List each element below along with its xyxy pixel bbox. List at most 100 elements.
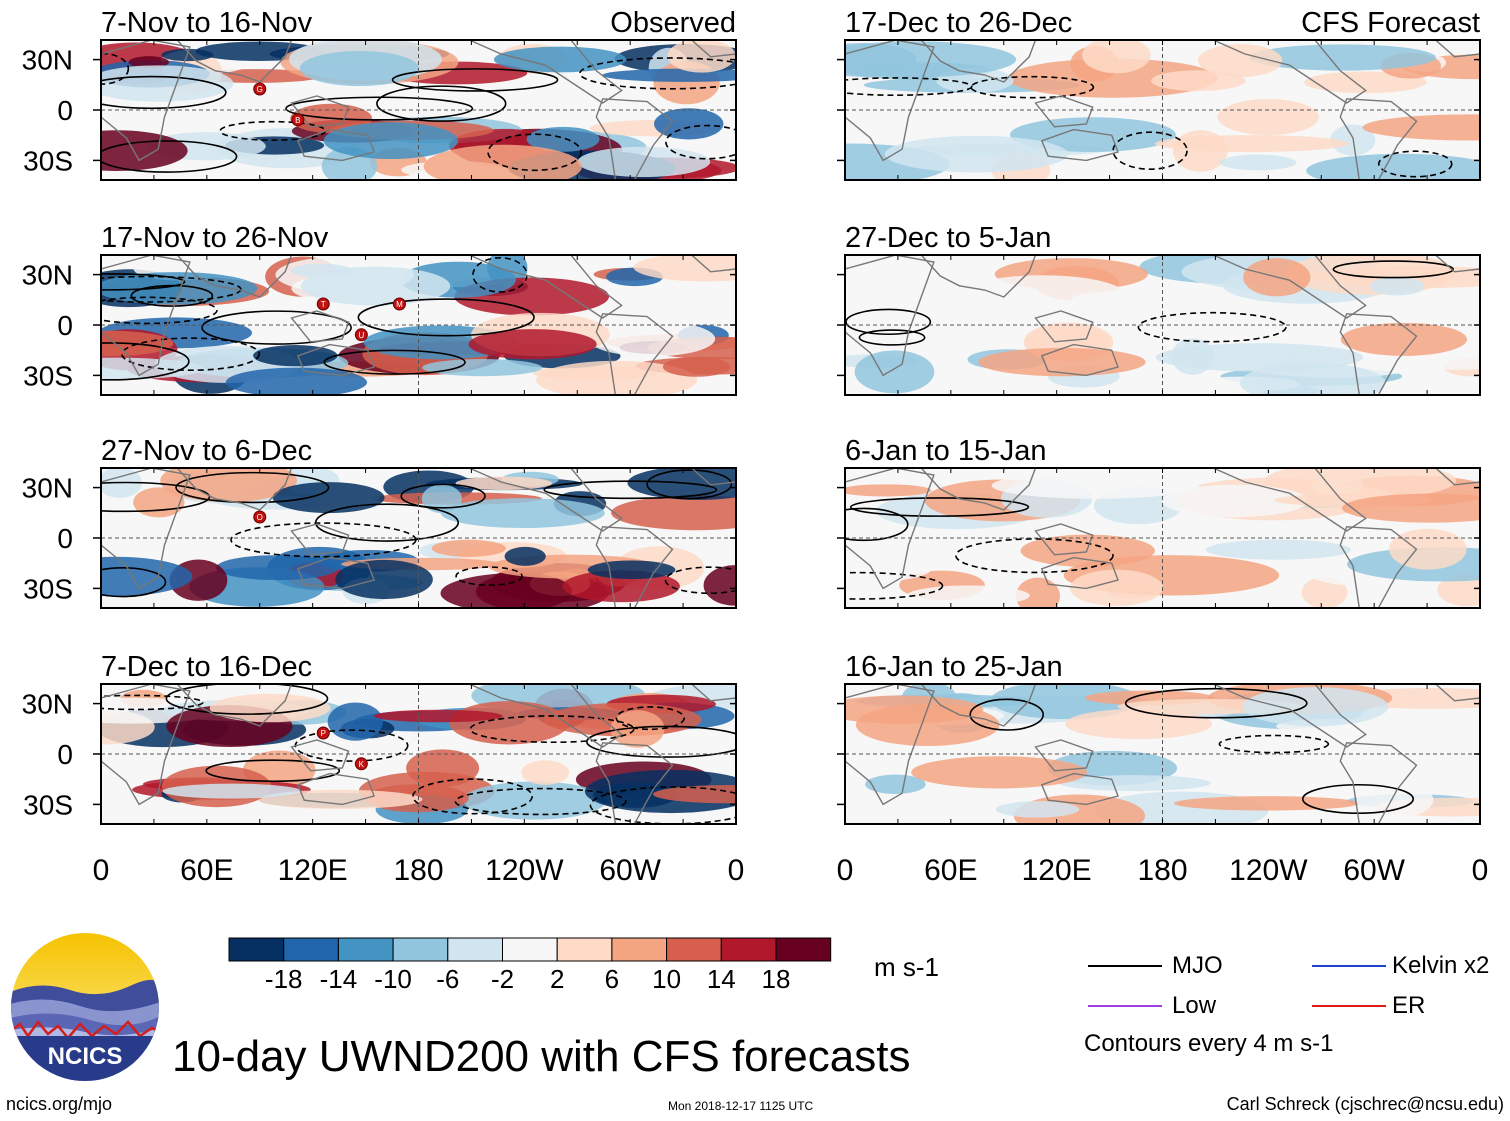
colorbar-swatch (775, 937, 832, 962)
anomaly-patch (1388, 528, 1467, 570)
colorbar-tick-label: 18 (762, 964, 791, 994)
coastline (595, 313, 674, 395)
anomaly-patch (652, 785, 736, 804)
contour-note: Contours every 4 m s-1 (1084, 1030, 1334, 1057)
y-tick-label: 30S (23, 789, 73, 820)
anomaly-patch (662, 356, 731, 377)
anomaly-patch (1342, 755, 1480, 771)
anomaly-patch (1205, 539, 1351, 560)
coastline (920, 40, 1037, 83)
anomaly-patch (884, 135, 1069, 173)
anomaly-patch (654, 108, 724, 140)
coastline (176, 468, 293, 511)
panel-7: 6-Jan to 15-Jan (837, 435, 1481, 609)
panel-period-title: 7-Dec to 16-Dec (101, 651, 312, 683)
y-tick-label: 30S (23, 360, 73, 391)
source-url[interactable]: ncics.org/mjo (6, 1094, 113, 1114)
mjo-contour (175, 471, 330, 504)
mjo-contour (955, 538, 1114, 574)
anomaly-patch (1161, 484, 1308, 518)
coastline (469, 468, 623, 532)
mjo-contour (101, 275, 242, 303)
mjo-contour (101, 75, 227, 110)
coastline (296, 556, 376, 590)
coastline (296, 343, 376, 377)
anomaly-patch (373, 709, 503, 723)
colorbar-swatch (392, 937, 449, 962)
mjo-contour (165, 684, 329, 715)
coastline (176, 684, 293, 727)
coastline (469, 255, 623, 319)
anomaly-patch (504, 546, 546, 566)
anomaly-patch (1369, 276, 1425, 296)
coastline (101, 255, 191, 377)
anomaly-patch (633, 255, 736, 282)
anomaly-patch (1082, 40, 1151, 74)
mjo-contour (1112, 131, 1188, 170)
storm-marker: M (392, 297, 406, 311)
coastline (101, 40, 191, 162)
mjo-contour (858, 329, 926, 346)
mjo-contour (845, 308, 932, 336)
panel-3: 27-Nov to 6-Dec 30N 0 30S O (22, 435, 737, 609)
anomaly-patch (1264, 468, 1457, 500)
anomaly-patch (611, 495, 736, 531)
coastline (845, 40, 935, 162)
coastline (690, 684, 736, 702)
anomaly-patch (133, 487, 185, 518)
mjo-contour (1137, 311, 1287, 343)
anomaly-patch (991, 472, 1200, 499)
mjo-contour (412, 778, 533, 815)
coastline (101, 468, 191, 590)
panel-2: 17-Nov to 26-Nov 30N 0 30S T U M (22, 222, 737, 396)
coastline (290, 95, 350, 128)
mjo-contour (101, 481, 211, 513)
mjo-contour (845, 507, 909, 542)
mjo-contour (101, 694, 204, 711)
legend-label-low: Low (1172, 992, 1217, 1019)
y-tick-label: 30S (23, 145, 73, 176)
anomaly-patch (1242, 687, 1389, 727)
anomaly-patch (160, 468, 297, 503)
ncics-logo[interactable]: NCICS (10, 932, 160, 1082)
colorbar-tick-label: -6 (436, 964, 459, 994)
anomaly-patch (225, 367, 368, 395)
logo-text: NCICS (48, 1043, 123, 1070)
anomaly-patch (421, 484, 463, 514)
colorbar-tick-label: -18 (265, 964, 303, 994)
colorbar-tick-label: 6 (605, 964, 619, 994)
anomaly-patch (526, 126, 600, 152)
x-tick-label: 60W (599, 854, 661, 887)
coastline (595, 742, 674, 824)
coastline (1213, 40, 1367, 104)
anomaly-patch (978, 347, 1146, 377)
anomaly-patch (440, 498, 605, 529)
anomaly-patch (101, 65, 234, 102)
y-tick-label: 0 (57, 95, 73, 126)
anomaly-patch (1301, 576, 1348, 608)
storm-label: M (396, 300, 403, 309)
anomaly-patch (1198, 44, 1283, 78)
mjo-contour (285, 96, 474, 121)
anomaly-patch (101, 556, 193, 597)
x-tick-label: 120W (1229, 854, 1308, 887)
y-tick-label: 30N (22, 473, 73, 504)
x-axes: 0 60E 120E 180 120W 60W 0 0 60E 120E 180 120W 60W 0 (93, 854, 1489, 887)
anomaly-patch (406, 749, 480, 787)
colorbar-tick-label: 14 (707, 964, 736, 994)
anomaly-patch (431, 539, 506, 557)
mjo-contour (589, 786, 736, 824)
mjo-contour (543, 480, 718, 500)
legend-label-mjo: MJO (1172, 952, 1223, 979)
author: Carl Schreck (cjschrec@ncsu.edu) (1226, 1094, 1504, 1114)
anomaly-patch (1174, 796, 1360, 811)
y-tick-label: 0 (57, 739, 73, 770)
anomaly-patch (1249, 44, 1437, 71)
anomaly-patch (1356, 781, 1434, 819)
anomaly-patch (602, 68, 736, 82)
y-tick-label: 30N (22, 260, 73, 291)
mjo-contour (121, 337, 261, 372)
anomaly-patch (1219, 154, 1297, 171)
mjo-contour (314, 503, 460, 542)
